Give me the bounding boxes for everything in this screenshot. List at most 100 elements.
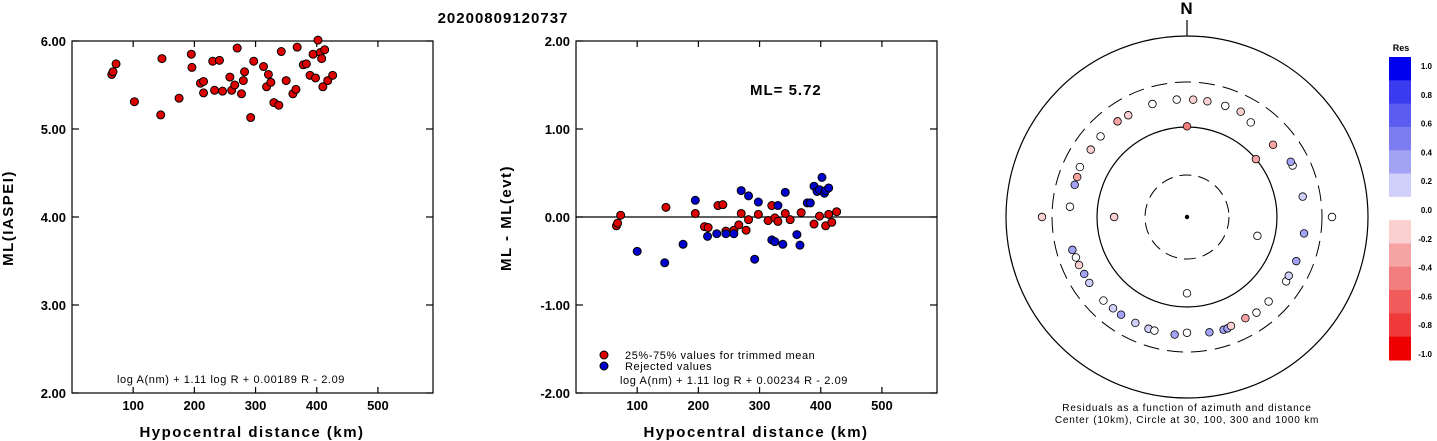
plot2-point-s1-14 xyxy=(773,201,783,211)
colorbar-swatch-3 xyxy=(1389,126,1411,151)
colorbar-tick-label-8: -0.6 xyxy=(1418,292,1432,301)
map-caption-line2: Center (10km), Circle at 30, 100, 300 an… xyxy=(1055,415,1319,426)
map-station-point-14 xyxy=(1080,269,1089,279)
plot2-ytick-label-2: 0.00 xyxy=(545,210,570,225)
plot2-ytick-label-0: -2.00 xyxy=(540,386,570,401)
map-station-point-19 xyxy=(1131,318,1140,328)
legend-marker-trimmed xyxy=(599,350,609,360)
plot2-point-s1-5 xyxy=(712,229,722,239)
map-station-point-8 xyxy=(1073,172,1082,182)
map-station-point-5 xyxy=(1096,132,1105,141)
map-station-point-17 xyxy=(1108,304,1118,313)
colorbar-swatch-7 xyxy=(1389,220,1411,244)
map-station-point-4 xyxy=(1113,117,1122,126)
plot1-point-s0-4 xyxy=(156,110,166,120)
plot1-points xyxy=(107,35,338,123)
colorbar-tick-label-2: 0.6 xyxy=(1421,120,1433,129)
plot1-point-s0-10 xyxy=(199,76,209,86)
plot1-y-axis-label: ML(IASPEI) xyxy=(0,170,17,266)
plot2-point-s0-1 xyxy=(613,218,623,228)
plot1-point-s0-24 xyxy=(249,56,259,66)
plot2-point-s1-8 xyxy=(736,186,746,196)
map-station-point-21 xyxy=(1150,326,1159,335)
map-station-point-35 xyxy=(1298,192,1307,201)
plot2-point-s0-22 xyxy=(796,208,806,218)
colorbar-tick-label-4: 0.2 xyxy=(1421,177,1433,186)
map-station-point-7 xyxy=(1075,162,1085,172)
plot2-point-s1-10 xyxy=(750,254,760,264)
legend-label-rejected: Rejected values xyxy=(625,361,712,373)
colorbar-tick-label-0: 1.0 xyxy=(1421,62,1433,71)
colorbar-swatches xyxy=(1389,57,1411,361)
plot1-xtick-label-2: 300 xyxy=(245,398,267,413)
plot2-point-s1-17 xyxy=(792,230,802,240)
plot2-point-s0-27 xyxy=(827,217,837,227)
plot1-x-axis-label: Hypocentral distance (km) xyxy=(139,424,364,441)
plot2-points xyxy=(611,172,842,268)
map-station-point-6 xyxy=(1086,145,1095,154)
plot1-point-s0-21 xyxy=(238,76,248,86)
colorbar-swatch-4 xyxy=(1389,150,1411,175)
plot1-ytick-label-3: 5.00 xyxy=(41,122,66,137)
ml-annotation: ML= 5.72 xyxy=(750,82,822,99)
plot1-ytick-label-1: 3.00 xyxy=(41,298,66,313)
plot1-point-s0-11 xyxy=(199,88,209,98)
colorbar-tick-label-5: 0.0 xyxy=(1421,206,1433,215)
map-station-point-38 xyxy=(1268,140,1278,149)
plot1-ytick-label-2: 4.00 xyxy=(41,210,66,225)
plot2-point-s0-8 xyxy=(718,200,728,210)
plot1-point-s0-31 xyxy=(276,47,286,57)
plot2-x-axis-label: Hypocentral distance (km) xyxy=(643,424,868,441)
plot2-xtick-label-0: 100 xyxy=(626,398,648,413)
map-station-point-41 xyxy=(1221,101,1230,111)
plot2-ytick-label-1: -1.00 xyxy=(540,298,570,313)
plot1-point-s0-16 xyxy=(225,72,235,82)
plot1-point-s0-15 xyxy=(218,86,228,96)
plot2-point-s0-13 xyxy=(741,225,751,235)
plot2-y-axis-label: ML - ML(evt) xyxy=(498,165,515,271)
plot2-ytick-label-3: 1.00 xyxy=(545,122,570,137)
map-station-point-34 xyxy=(1299,229,1309,238)
map-station-point-23 xyxy=(1182,328,1192,337)
colorbar-tick-label-10: -1.0 xyxy=(1418,350,1432,359)
map-station-point-27 xyxy=(1226,321,1236,331)
plot2-point-s0-2 xyxy=(616,210,626,220)
plot2-xtick-label-4: 500 xyxy=(871,398,893,413)
map-station-point-29 xyxy=(1252,308,1261,317)
plot2-point-s0-14 xyxy=(744,215,754,225)
map-station-point-11 xyxy=(1068,245,1077,255)
plot1-xtick-label-4: 500 xyxy=(367,398,389,413)
map-station-point-49 xyxy=(1327,212,1337,222)
colorbar-ticks: 1.0 0.8 0.6 0.4 0.2 0.0 -0.2 -0.4 -0.6 -0.8 -1.0 xyxy=(1418,62,1432,359)
map-station-point-28 xyxy=(1241,313,1250,323)
north-label: N xyxy=(1180,0,1193,18)
colorbar-swatch-0 xyxy=(1389,57,1411,81)
plot2-point-s1-15 xyxy=(778,239,788,249)
colorbar-swatch-11 xyxy=(1389,313,1411,338)
plot2-point-s1-11 xyxy=(753,197,763,207)
plot2-point-s1-2 xyxy=(678,239,688,249)
map-station-point-2 xyxy=(1148,99,1157,109)
colorbar-swatch-2 xyxy=(1389,103,1411,128)
plot1-point-s0-39 xyxy=(308,49,318,59)
circle-30km xyxy=(1144,174,1230,260)
plot2-point-s0-24 xyxy=(815,211,825,221)
colorbar-tick-label-7: -0.4 xyxy=(1418,264,1432,273)
plot1-point-s0-13 xyxy=(210,85,220,95)
map-caption-line1: Residuals as a function of azimuth and d… xyxy=(1062,403,1311,414)
map-station-point-40 xyxy=(1236,107,1245,116)
ml-vs-distance-plot: 100 200 300 400 500 2.00 3.00 4.00 5.00 6.00 Hypo… xyxy=(0,34,434,441)
map-station-point-18 xyxy=(1116,310,1126,319)
plot1-point-s0-37 xyxy=(301,59,311,69)
map-station-point-42 xyxy=(1203,97,1212,106)
legend-marker-rejected xyxy=(599,361,609,371)
plot2-point-s1-27 xyxy=(824,183,834,193)
plot2-point-s0-23 xyxy=(809,219,819,229)
plot1-point-s0-18 xyxy=(230,80,240,90)
colorbar-swatch-5 xyxy=(1389,173,1411,198)
map-station-point-3 xyxy=(1124,111,1133,120)
map-station-point-44 xyxy=(1182,289,1192,298)
map-station-point-47 xyxy=(1251,154,1261,164)
colorbar-tick-label-3: 0.4 xyxy=(1421,148,1433,157)
